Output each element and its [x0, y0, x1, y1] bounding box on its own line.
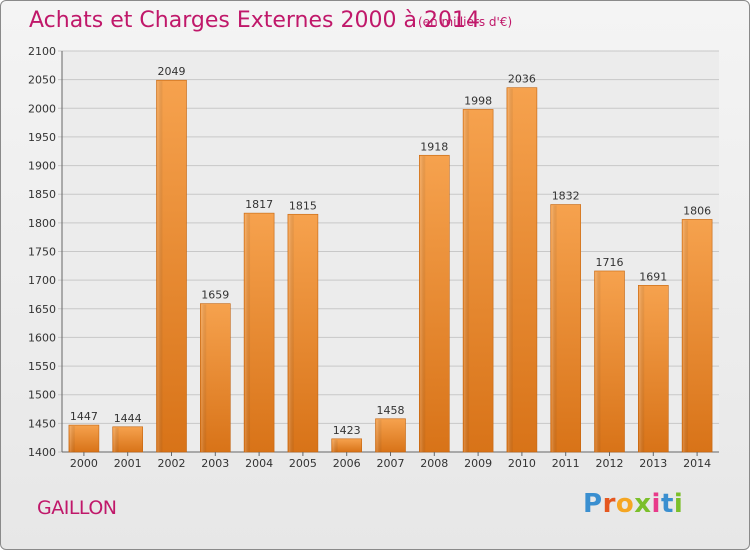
- x-tick-label: 2012: [596, 457, 624, 470]
- bar-value-label: 1447: [70, 410, 98, 423]
- y-tick-label: 2100: [28, 45, 56, 58]
- y-tick-label: 1850: [28, 188, 56, 201]
- x-tick-label: 2009: [464, 457, 492, 470]
- x-tick-label: 2004: [245, 457, 273, 470]
- x-tick-label: 2002: [158, 457, 186, 470]
- bar-value-label: 1815: [289, 199, 317, 212]
- logo-letter: x: [634, 489, 652, 519]
- x-tick-label: 2003: [201, 457, 229, 470]
- city-name: GAILLON: [37, 497, 117, 519]
- logo-letter: i: [673, 489, 684, 519]
- bar-highlight: [639, 286, 645, 452]
- y-tick-label: 2000: [28, 102, 56, 115]
- chart-title: Achats et Charges Externes 2000 à 2014: [29, 8, 480, 33]
- bar-highlight: [201, 304, 207, 452]
- logo-letter: r: [602, 489, 616, 519]
- logo-letter: i: [651, 489, 661, 519]
- logo-letter: t: [660, 489, 674, 519]
- bar-highlight: [464, 110, 470, 452]
- y-tick-label: 1500: [28, 389, 56, 402]
- bar-highlight: [507, 88, 513, 453]
- y-tick-label: 1800: [28, 217, 56, 230]
- bar-value-label: 1659: [201, 289, 229, 302]
- bar-highlight: [420, 156, 426, 452]
- bar-highlight: [69, 426, 75, 452]
- x-tick-label: 2010: [508, 457, 536, 470]
- bar-highlight: [288, 215, 294, 452]
- bar-value-label: 1444: [114, 412, 142, 425]
- x-tick-label: 2006: [333, 457, 361, 470]
- bar-value-label: 1458: [377, 404, 405, 417]
- y-tick-label: 1650: [28, 303, 56, 316]
- logo-letter: o: [615, 489, 635, 519]
- bar-highlight: [683, 220, 689, 452]
- bar-value-label: 1998: [464, 94, 492, 107]
- y-tick-label: 1600: [28, 331, 56, 344]
- bar-value-label: 1832: [552, 190, 580, 203]
- proxiti-logo: Proxiti: [583, 489, 683, 519]
- bar-highlight: [595, 271, 601, 452]
- x-tick-label: 2013: [639, 457, 667, 470]
- bar-value-label: 2049: [158, 65, 186, 78]
- x-tick-label: 2008: [420, 457, 448, 470]
- x-tick-label: 2000: [70, 457, 98, 470]
- y-tick-label: 1450: [28, 417, 56, 430]
- y-tick-label: 1750: [28, 246, 56, 259]
- x-tick-label: 2001: [114, 457, 142, 470]
- bar-value-label: 1423: [333, 424, 361, 437]
- bar-highlight: [157, 81, 163, 453]
- x-tick-label: 2005: [289, 457, 317, 470]
- bar-highlight: [551, 205, 557, 452]
- y-tick-label: 1950: [28, 131, 56, 144]
- bar-highlight: [113, 427, 119, 452]
- y-tick-label: 1550: [28, 360, 56, 373]
- x-tick-label: 2014: [683, 457, 711, 470]
- x-tick-label: 2007: [377, 457, 405, 470]
- bar-value-label: 1806: [683, 204, 711, 217]
- y-tick-label: 2050: [28, 74, 56, 87]
- y-tick-label: 1400: [28, 446, 56, 459]
- x-tick-label: 2011: [552, 457, 580, 470]
- bar-value-label: 1918: [420, 140, 448, 153]
- chart-subtitle: (en milliers d'€): [418, 15, 513, 29]
- bar-value-label: 1817: [245, 198, 273, 211]
- bar-value-label: 1691: [639, 270, 667, 283]
- y-tick-label: 1700: [28, 274, 56, 287]
- bar-highlight: [332, 439, 338, 452]
- bar-value-label: 1716: [596, 256, 624, 269]
- y-tick-label: 1900: [28, 160, 56, 173]
- bar-highlight: [245, 214, 251, 452]
- logo-letter: P: [583, 489, 603, 519]
- bar-value-label: 2036: [508, 73, 536, 86]
- bar-highlight: [376, 419, 382, 452]
